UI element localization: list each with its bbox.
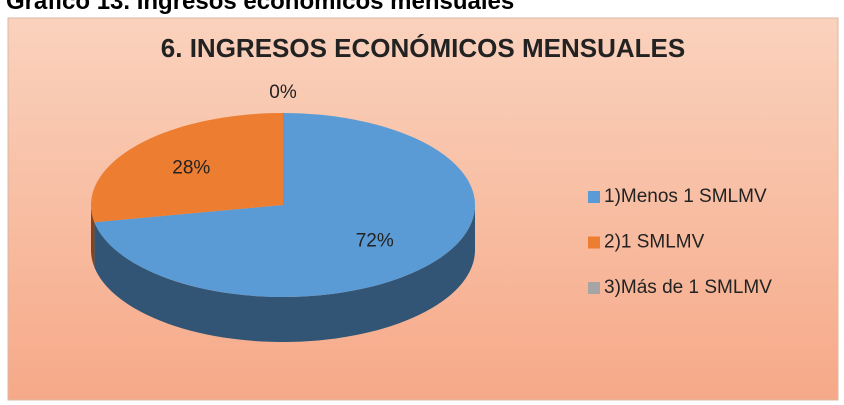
legend-swatch [588,191,600,203]
pie-slice [90,113,283,223]
legend-label: 1)Menos 1 SMLMV [604,186,767,207]
legend-swatch [588,236,600,249]
data-label: 0% [269,82,297,103]
caption: Gráfico 13. Ingresos económicos mensuale… [6,0,515,15]
data-label: 28% [172,158,210,179]
chart-title: 6. INGRESOS ECONÓMICOS MENSUALES [161,33,685,63]
legend-label: 2)1 SMLMV [604,232,705,253]
legend-swatch [588,282,600,294]
data-label: 72% [356,230,394,251]
legend-label: 3)Más de 1 SMLMV [604,277,772,298]
pie-side [91,205,95,268]
pie-side [94,205,476,343]
pie-slice [94,113,475,298]
